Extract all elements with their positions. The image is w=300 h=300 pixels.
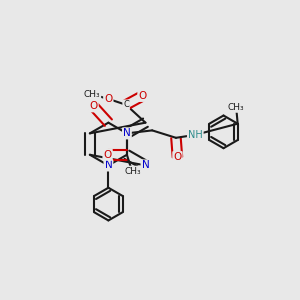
Text: NH: NH <box>188 130 203 140</box>
Text: O: O <box>89 101 98 111</box>
Text: O: O <box>138 91 147 101</box>
Text: N: N <box>104 160 112 170</box>
Text: N: N <box>123 128 131 138</box>
Text: O: O <box>103 150 112 160</box>
Text: CH₃: CH₃ <box>228 103 244 112</box>
Text: N: N <box>142 160 149 170</box>
Text: CH₃: CH₃ <box>124 167 141 176</box>
Text: C: C <box>123 100 129 109</box>
Text: O: O <box>104 94 112 104</box>
Text: CH₃: CH₃ <box>84 90 100 99</box>
Text: O: O <box>173 152 181 162</box>
